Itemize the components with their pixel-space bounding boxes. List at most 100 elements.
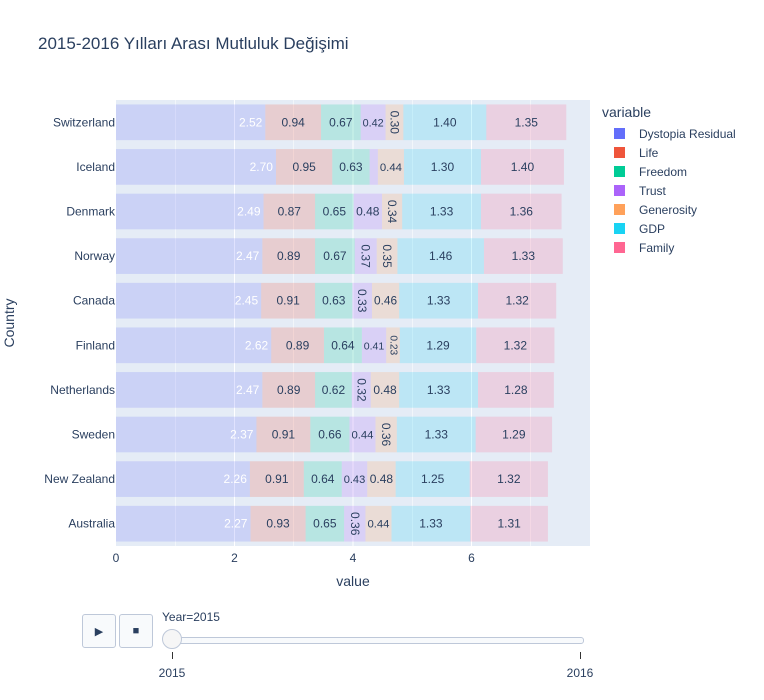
- bar-segment: [116, 104, 266, 141]
- legend-label: Life: [639, 145, 659, 160]
- bar-segment: [315, 372, 352, 408]
- bar-label: 0.46: [374, 294, 397, 308]
- legend-item[interactable]: Trust: [602, 181, 736, 200]
- y-tick-label: Denmark: [66, 205, 116, 219]
- slider-tick-mark: [580, 652, 581, 659]
- bar-segment: [483, 238, 563, 274]
- bar-segment: [275, 149, 333, 185]
- bar-label: 1.33: [430, 205, 454, 219]
- y-tick-label: Norway: [74, 249, 115, 263]
- bar-segment: [476, 327, 555, 364]
- x-tick-label: 0: [113, 551, 120, 565]
- bar-segment: [376, 238, 398, 274]
- bar-segment: [116, 149, 276, 185]
- bar-segment: [116, 282, 262, 319]
- bar-label: 2.37: [230, 428, 254, 442]
- bar-segment: [116, 416, 257, 453]
- bar-label: 1.25: [421, 472, 445, 486]
- slider-tick-label[interactable]: 2016: [566, 666, 594, 680]
- bar-label: 0.64: [311, 472, 335, 486]
- bar-label: 1.33: [427, 383, 451, 397]
- bar-segment: [360, 104, 386, 141]
- legend-title: variable: [602, 104, 652, 120]
- legend-swatch: [614, 147, 625, 158]
- bar-label: 0.37: [359, 244, 373, 268]
- legend-item[interactable]: GDP: [602, 219, 736, 238]
- bar-label: 1.36: [510, 205, 534, 219]
- bar-segment: [116, 505, 251, 542]
- bar-segment: [480, 149, 564, 185]
- bar-label: 1.40: [511, 160, 535, 174]
- slider-knob[interactable]: [162, 629, 182, 649]
- bar-segment: [116, 327, 272, 364]
- bar-segment: [116, 372, 263, 408]
- bar-segment: [310, 416, 350, 453]
- bar-segment: [365, 505, 392, 542]
- bar-label: 2.47: [236, 383, 260, 397]
- chart-svg: 2.52 0.94 0.67 0.42 0.30 1.40 1.35 Switzerland 2…: [1, 100, 590, 589]
- legend: variable Dystopia Residual Life Freedom Tru…: [602, 104, 736, 257]
- bar-label: 2.47: [236, 249, 260, 263]
- legend-item[interactable]: Generosity: [602, 200, 736, 219]
- bar-label: 1.31: [497, 517, 521, 531]
- bar-label: 0.89: [286, 338, 310, 352]
- bar-label: 0.44: [367, 519, 389, 531]
- bar-label: 0.89: [277, 249, 301, 263]
- bar-label: 0.34: [385, 200, 399, 224]
- y-tick-label: Netherlands: [50, 383, 115, 397]
- bar-segment: [361, 327, 387, 364]
- bar-label: 2.26: [224, 472, 248, 486]
- slider-tick-label[interactable]: 2015: [158, 666, 186, 680]
- bar-segment: [375, 416, 397, 453]
- slider-rail[interactable]: [172, 637, 584, 644]
- bar-segment: [341, 461, 368, 497]
- bar-segment: [367, 461, 396, 497]
- bar-segment: [478, 372, 554, 408]
- bar-segment: [249, 461, 304, 497]
- legend-item[interactable]: Freedom: [602, 162, 736, 181]
- bar-label: 0.67: [329, 115, 353, 129]
- bar-segment: [369, 149, 378, 185]
- bar-label: 0.44: [380, 162, 402, 174]
- legend-item[interactable]: Life: [602, 143, 736, 162]
- x-axis-title: value: [336, 573, 370, 589]
- bar-label: 0.23: [387, 335, 398, 355]
- bar-label: 1.33: [419, 517, 443, 531]
- bar-label: 1.29: [502, 428, 526, 442]
- bar-label: 0.95: [292, 160, 316, 174]
- stop-button[interactable]: ■: [119, 614, 153, 648]
- bar-label: 0.33: [355, 289, 369, 313]
- x-tick-label: 6: [468, 551, 475, 565]
- bar-segment: [403, 104, 487, 141]
- bar-segment: [315, 193, 354, 230]
- bar-label: 1.32: [504, 338, 528, 352]
- bar-label: 0.91: [265, 472, 289, 486]
- legend-label: Generosity: [639, 202, 698, 217]
- bar-segment: [315, 282, 353, 319]
- y-tick-label: Iceland: [76, 160, 115, 174]
- legend-item[interactable]: Dystopia Residual: [602, 124, 736, 143]
- legend-label: Trust: [639, 183, 666, 198]
- bar-label: 0.36: [348, 512, 362, 536]
- play-button[interactable]: ▶: [82, 614, 116, 648]
- bar-segment: [344, 505, 366, 542]
- legend-swatch: [614, 166, 625, 177]
- slider-current-label: Year=2015: [162, 610, 220, 624]
- bar-segment: [116, 238, 263, 274]
- bar-segment: [395, 461, 470, 497]
- bar-segment: [305, 505, 345, 542]
- bar-segment: [469, 461, 548, 497]
- bar-segment: [349, 416, 376, 453]
- bar-segment: [256, 416, 311, 453]
- bar-label: 1.33: [427, 294, 451, 308]
- legend-label: GDP: [639, 221, 666, 236]
- legend-item[interactable]: Family: [602, 238, 736, 257]
- legend-swatch: [614, 204, 625, 215]
- bar-label: 0.65: [323, 205, 347, 219]
- bar-label: 0.94: [281, 115, 305, 129]
- bar-label: 0.91: [272, 428, 296, 442]
- bar-label: 1.32: [505, 294, 529, 308]
- bar-label: 0.63: [339, 160, 363, 174]
- bar-label: 0.48: [356, 205, 380, 219]
- bar-segment: [396, 416, 476, 453]
